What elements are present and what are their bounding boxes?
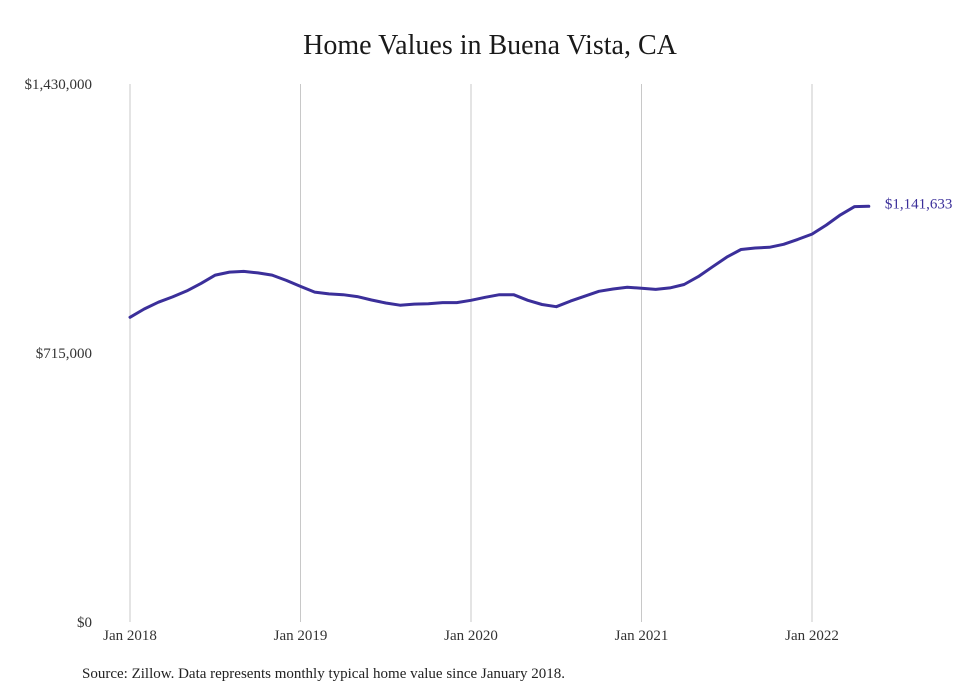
x-tick-label: Jan 2021 xyxy=(615,628,669,644)
series-line xyxy=(128,204,871,319)
x-tick-label: Jan 2020 xyxy=(444,628,498,644)
end-value-label: $1,141,633 xyxy=(885,196,953,212)
end-label-group: $1,141,633 xyxy=(885,196,953,212)
x-tick-label: Jan 2019 xyxy=(274,628,328,644)
x-axis-tick-labels: Jan 2018 Jan 2019 Jan 2020 Jan 2021 Jan 2022 xyxy=(103,628,839,644)
x-tick-label: Jan 2022 xyxy=(785,628,839,644)
y-tick-label: $1,430,000 xyxy=(25,77,93,93)
series-line-group xyxy=(128,204,871,319)
chart-title: Home Values in Buena Vista, CA xyxy=(303,30,677,61)
gridlines xyxy=(129,84,813,622)
y-axis-tick-labels: $1,430,000 $715,000 $0 xyxy=(25,77,93,631)
x-tick-label: Jan 2018 xyxy=(103,628,157,644)
y-tick-label: $0 xyxy=(77,615,92,631)
y-tick-label: $715,000 xyxy=(36,346,92,362)
source-note: Source: Zillow. Data represents monthly … xyxy=(82,666,566,682)
